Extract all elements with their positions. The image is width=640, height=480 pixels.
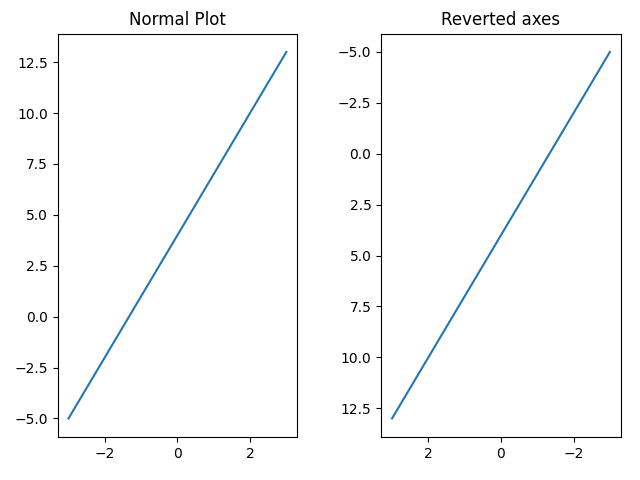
Title: Normal Plot: Normal Plot xyxy=(129,11,226,29)
Title: Reverted axes: Reverted axes xyxy=(442,11,561,29)
